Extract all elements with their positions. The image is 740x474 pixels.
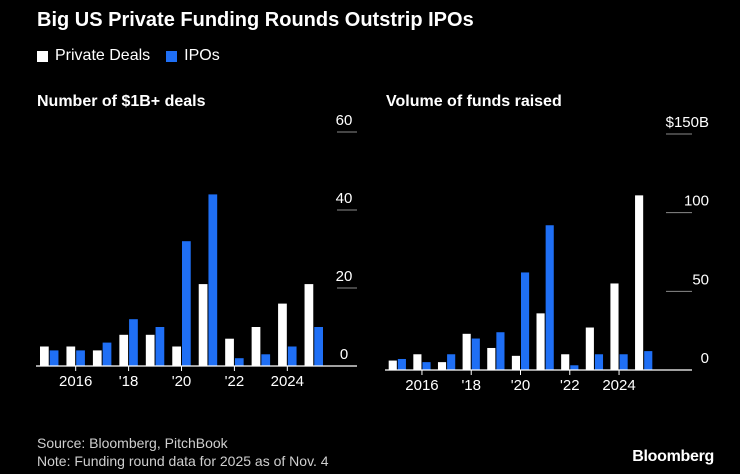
- volume-bar-ipos-2024: [619, 354, 628, 370]
- deals-bar-private-deals-2020: [172, 346, 181, 366]
- deals-ytick-label-20: 20: [336, 268, 353, 285]
- deals-ytick-label-40: 40: [336, 190, 353, 207]
- deals-bar-ipos-2025: [314, 327, 324, 366]
- deals-bar-private-deals-2016: [66, 346, 76, 366]
- volume-bar-private-deals-2022: [561, 354, 570, 370]
- deals-bar-ipos-2019: [155, 327, 165, 366]
- deals-xtick-label-2016: 2016: [59, 373, 92, 390]
- deals-bar-private-deals-2025: [304, 284, 314, 366]
- deals-bar-private-deals-2021: [198, 284, 208, 366]
- volume-bar-private-deals-2019: [487, 347, 496, 370]
- deals-xtick-label-2024: 2024: [271, 373, 304, 390]
- legend-swatch-ipos: [166, 50, 178, 62]
- volume-bar-ipos-2017: [447, 354, 456, 370]
- volume-xtick-label-2016: 2016: [405, 377, 438, 394]
- volume-bar-private-deals-2020: [511, 355, 520, 370]
- volume-bar-private-deals-2017: [437, 362, 447, 370]
- volume-bar-ipos-2019: [496, 332, 505, 370]
- volume-bar-ipos-2015: [397, 358, 406, 370]
- deals-bar-private-deals-2024: [278, 303, 287, 366]
- legend-label-private-deals: Private Deals: [55, 47, 151, 64]
- volume-xtick-label-2018: '18: [461, 377, 481, 394]
- deals-bar-private-deals-2015: [39, 346, 49, 366]
- volume-bar-ipos-2016: [422, 362, 431, 370]
- deals-bar-ipos-2016: [76, 350, 85, 366]
- chart-title: Big US Private Funding Rounds Outstrip I…: [37, 9, 474, 31]
- volume-xtick-label-2024: 2024: [602, 377, 635, 394]
- volume-bar-private-deals-2018: [462, 333, 471, 370]
- volume-ytick-label-0: 0: [701, 350, 709, 367]
- legend-item-private-deals: Private Deals: [37, 47, 150, 65]
- volume-bar-ipos-2022: [570, 365, 579, 370]
- bloomberg-logo: Bloomberg: [632, 448, 714, 465]
- volume-bar-private-deals-2021: [536, 313, 545, 370]
- volume-bar-private-deals-2016: [413, 354, 422, 370]
- deals-bar-private-deals-2019: [145, 334, 155, 366]
- legend-item-ipos: IPOs: [166, 47, 220, 65]
- volume-bar-private-deals-2015: [388, 360, 397, 370]
- deals-bar-ipos-2017: [102, 342, 112, 366]
- volume-bar-ipos-2021: [545, 225, 554, 370]
- deals-xtick-label-2022: '22: [225, 373, 245, 390]
- footer: Source: Bloomberg, PitchBook Note: Fundi…: [37, 434, 329, 470]
- deals-bar-ipos-2022: [234, 358, 244, 366]
- deals-ytick-label-60: 60: [336, 112, 353, 129]
- volume-bar-ipos-2018: [471, 338, 480, 370]
- volume-ytick-label-100: 100: [684, 193, 709, 210]
- deals-bar-ipos-2023: [261, 354, 271, 366]
- deals-bar-private-deals-2023: [251, 327, 261, 366]
- volume-bar-private-deals-2025: [635, 195, 644, 370]
- deals-bar-private-deals-2022: [225, 338, 234, 366]
- legend-swatch-private-deals: [37, 50, 48, 62]
- volume-xtick-label-2020: '20: [511, 377, 531, 394]
- deals-xtick-label-2018: '18: [119, 373, 139, 390]
- source-note: Source: Bloomberg, PitchBook: [37, 435, 228, 451]
- volume-bar-private-deals-2024: [610, 283, 619, 370]
- deals-bar-ipos-2018: [129, 319, 138, 366]
- deals-bar-ipos-2024: [287, 346, 297, 366]
- deals-xtick-label-2020: '20: [172, 373, 192, 390]
- volume-bar-ipos-2023: [594, 354, 604, 370]
- right-chart-title: Volume of funds raised: [386, 93, 562, 110]
- legend-label-ipos: IPOs: [184, 47, 220, 64]
- deals-bar-ipos-2015: [49, 350, 59, 366]
- legend: Private Deals IPOs: [37, 47, 236, 65]
- deals-bar-private-deals-2017: [92, 350, 102, 366]
- volume-ytick-label-50: 50: [692, 271, 709, 288]
- deals-bar-ipos-2020: [182, 241, 191, 366]
- left-chart-title: Number of $1B+ deals: [37, 93, 206, 110]
- deals-bar-private-deals-2018: [119, 334, 129, 366]
- volume-bar-ipos-2025: [644, 351, 653, 370]
- volume-ytick-label-150: $150B: [666, 114, 709, 131]
- volume-xtick-label-2022: '22: [560, 377, 580, 394]
- volume-bar-ipos-2020: [521, 272, 530, 370]
- volume-bar-private-deals-2023: [585, 327, 594, 370]
- deals-ytick-label-0: 0: [340, 346, 348, 363]
- deals-bar-ipos-2021: [208, 194, 218, 366]
- data-note: Note: Funding round data for 2025 as of …: [37, 453, 329, 469]
